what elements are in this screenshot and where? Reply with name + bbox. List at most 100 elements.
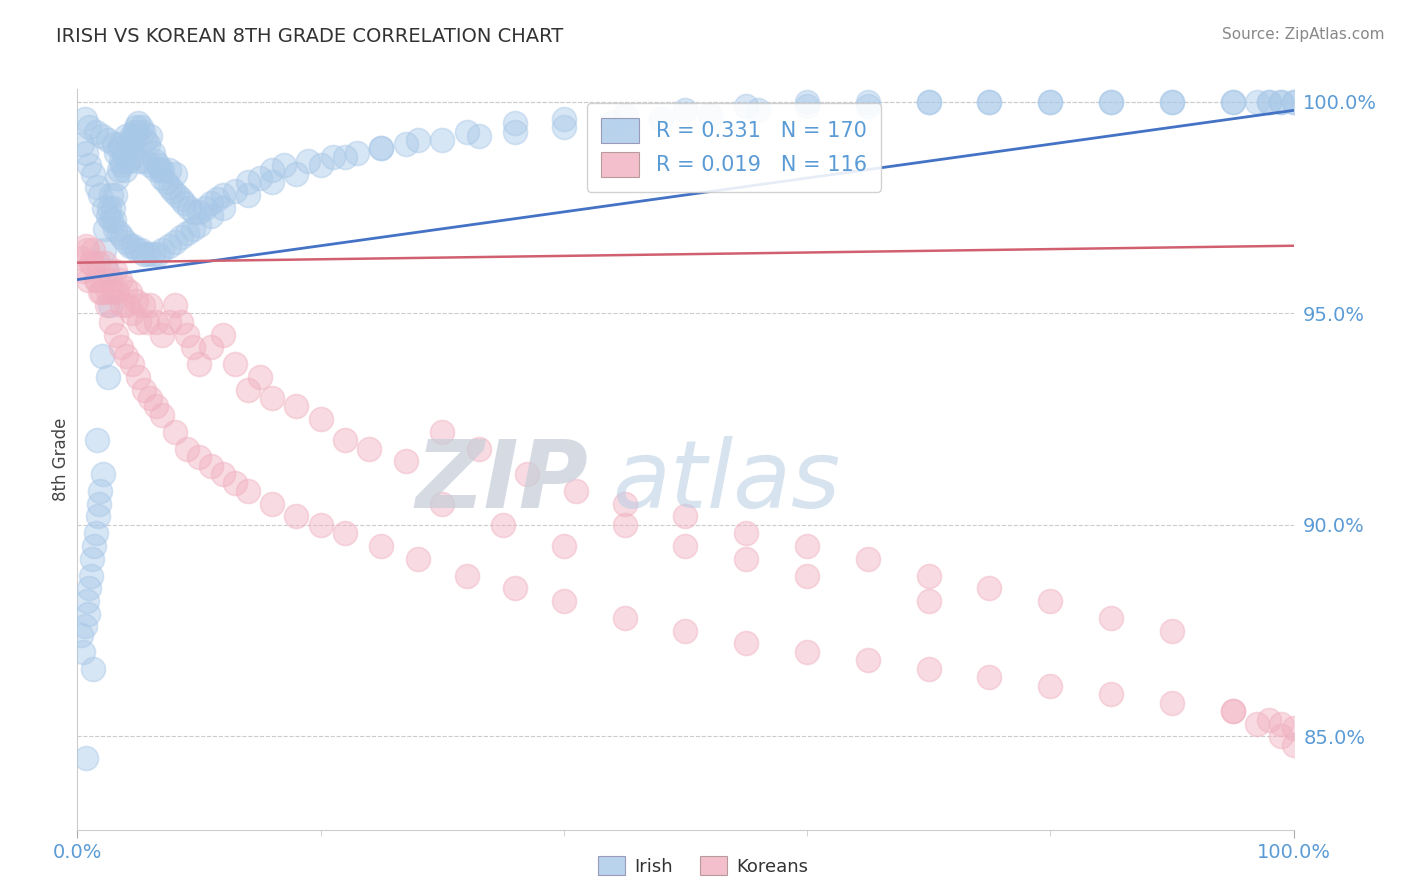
Point	[979, 670, 1001, 684]
Point	[159, 179, 181, 194]
Point	[145, 315, 167, 329]
Point	[107, 285, 129, 300]
Point	[79, 120, 101, 135]
Point	[76, 243, 98, 257]
Point	[735, 526, 758, 541]
Point	[82, 243, 104, 257]
Point	[89, 497, 111, 511]
Point	[142, 247, 165, 261]
Point	[89, 285, 111, 300]
Point	[273, 158, 295, 172]
Point	[122, 133, 145, 147]
Point	[163, 167, 186, 181]
Point	[565, 484, 588, 499]
Point	[120, 141, 142, 155]
Point	[152, 327, 174, 342]
Point	[430, 497, 453, 511]
Point	[79, 582, 101, 596]
Point	[516, 467, 538, 482]
Point	[82, 167, 104, 181]
Point	[152, 243, 174, 257]
Point	[553, 594, 575, 608]
Point	[856, 653, 879, 667]
Point	[146, 247, 169, 261]
Point	[87, 509, 110, 524]
Point	[285, 167, 308, 181]
Point	[322, 150, 344, 164]
Point	[136, 247, 159, 261]
Point	[260, 175, 283, 189]
Point	[163, 425, 186, 439]
Point	[89, 484, 111, 499]
Point	[111, 298, 134, 312]
Point	[553, 539, 575, 553]
Point	[1282, 721, 1305, 735]
Point	[100, 188, 122, 202]
Point	[979, 95, 1001, 109]
Point	[918, 662, 941, 676]
Point	[1282, 95, 1305, 109]
Point	[796, 99, 818, 113]
Point	[1258, 95, 1281, 109]
Point	[80, 255, 103, 269]
Point	[503, 116, 526, 130]
Point	[98, 298, 121, 312]
Point	[152, 408, 174, 422]
Point	[103, 213, 125, 227]
Point	[1099, 611, 1122, 625]
Point	[1099, 95, 1122, 109]
Point	[129, 243, 152, 257]
Point	[212, 467, 235, 482]
Point	[104, 264, 127, 278]
Point	[152, 171, 174, 186]
Point	[97, 370, 120, 384]
Point	[675, 539, 697, 553]
Point	[1099, 687, 1122, 701]
Point	[86, 272, 108, 286]
Point	[1270, 95, 1292, 109]
Point	[115, 298, 138, 312]
Point	[134, 383, 156, 397]
Point	[90, 349, 112, 363]
Point	[94, 222, 117, 236]
Point	[112, 145, 135, 160]
Point	[183, 205, 205, 219]
Point	[104, 222, 127, 236]
Point	[76, 594, 98, 608]
Point	[118, 285, 141, 300]
Point	[1222, 704, 1244, 718]
Point	[80, 568, 103, 582]
Point	[170, 192, 193, 206]
Point	[86, 179, 108, 194]
Point	[675, 509, 697, 524]
Point	[735, 551, 758, 566]
Point	[796, 568, 818, 582]
Point	[127, 154, 149, 169]
Point	[613, 107, 636, 121]
Point	[121, 128, 143, 143]
Point	[176, 442, 198, 456]
Point	[1270, 95, 1292, 109]
Point	[101, 201, 124, 215]
Point	[236, 188, 259, 202]
Point	[918, 95, 941, 109]
Point	[101, 285, 124, 300]
Point	[104, 188, 127, 202]
Point	[129, 120, 152, 135]
Point	[359, 442, 381, 456]
Point	[93, 243, 115, 257]
Point	[675, 624, 697, 638]
Point	[82, 662, 104, 676]
Point	[134, 247, 156, 261]
Point	[1161, 696, 1184, 710]
Point	[108, 137, 131, 152]
Point	[236, 383, 259, 397]
Point	[613, 611, 636, 625]
Point	[395, 454, 418, 468]
Point	[179, 201, 201, 215]
Point	[124, 124, 146, 138]
Point	[406, 551, 429, 566]
Point	[297, 154, 319, 169]
Point	[796, 645, 818, 659]
Point	[309, 518, 332, 533]
